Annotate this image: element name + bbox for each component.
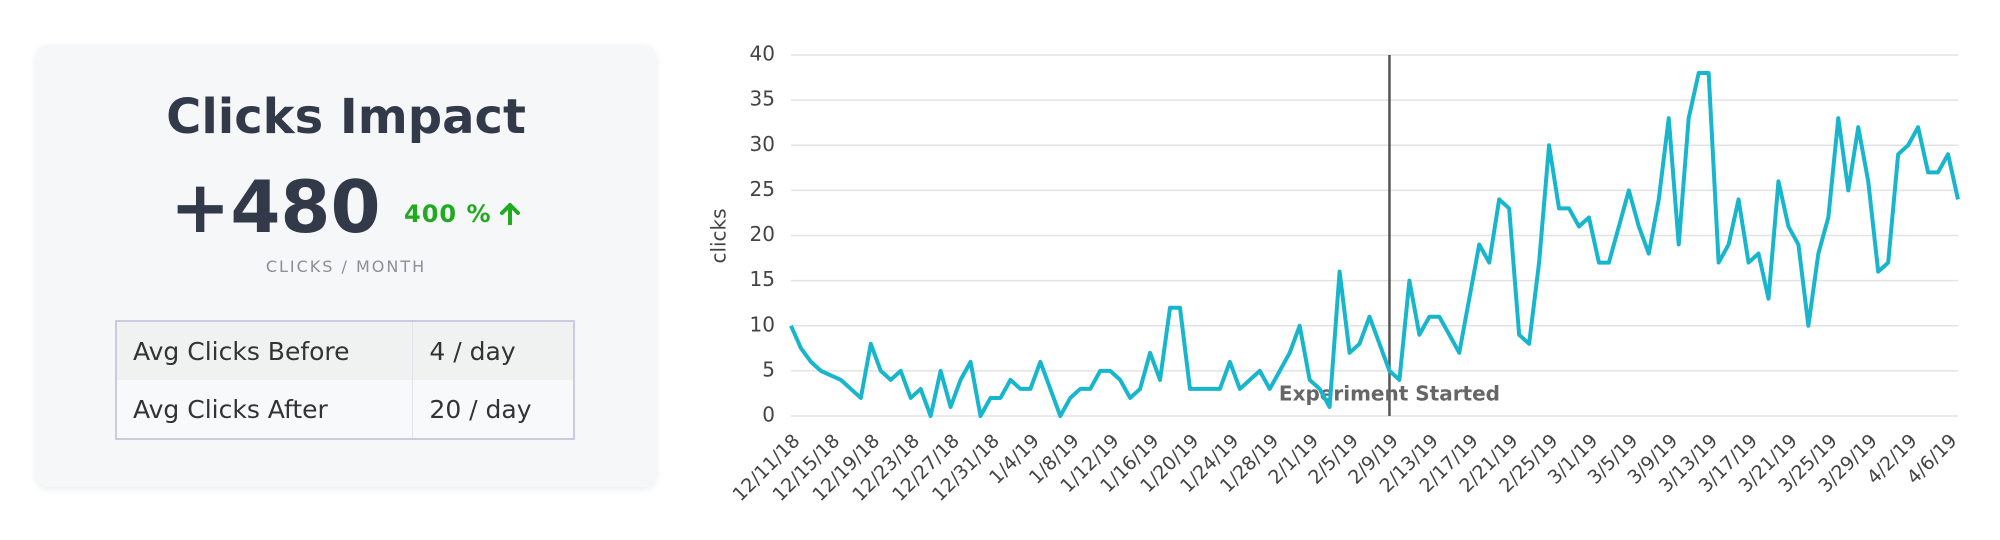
series-line	[789, 71, 1960, 418]
y-tick-label: 30	[750, 132, 775, 156]
y-tick-label: 40	[750, 42, 775, 66]
y-tick-label: 25	[750, 177, 775, 201]
cell: Avg Clicks After	[115, 380, 413, 439]
y-tick-label: 15	[750, 267, 775, 291]
up-arrow	[499, 203, 520, 225]
unit: CLICKS / MONTH	[265, 257, 427, 276]
y-tick-label: 10	[750, 312, 775, 336]
change: 400 %	[404, 200, 520, 228]
y-tick-label: 20	[750, 222, 775, 246]
stats-table: Avg Clicks Before 4 / day Avg Clicks Afte…	[115, 320, 575, 440]
event-label: Experiment Started	[1279, 382, 1500, 406]
cell: 20 / day	[412, 380, 574, 439]
y-tick-label: 0	[762, 403, 775, 427]
impact-value: +480	[170, 165, 381, 249]
card-title: Clicks Impact	[166, 89, 526, 145]
cell: 4 / day	[412, 321, 574, 380]
y-tick-label: 5	[762, 357, 775, 381]
impact-card: Clicks Impact +480 400 % CLICKS / MONTH …	[36, 45, 656, 487]
change-text: 400 %	[404, 200, 492, 228]
cell: Avg Clicks Before	[115, 321, 413, 380]
y-tick-label: 35	[750, 87, 775, 111]
row: Avg Clicks Before 4 / day	[115, 321, 574, 380]
row: Avg Clicks After 20 / day	[115, 380, 574, 439]
y-axis-label: clicks	[707, 208, 731, 263]
